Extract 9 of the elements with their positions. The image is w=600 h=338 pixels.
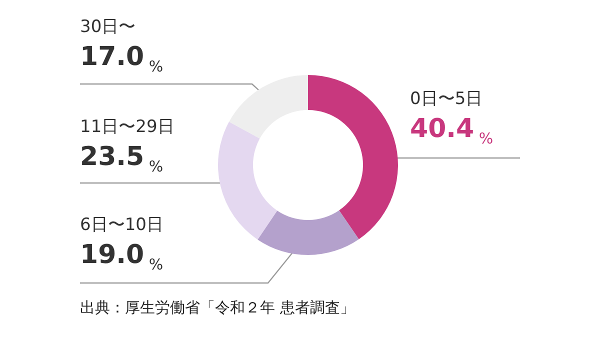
data-label: 17.0% xyxy=(80,42,164,76)
slice-label: 6日〜10日 xyxy=(80,215,164,235)
slice-label: 30日〜 xyxy=(80,17,136,37)
slice-label: 11日〜29日 xyxy=(80,117,174,137)
slice-label: 0日〜5日 xyxy=(410,89,483,109)
source-note: 出典：厚生労働省「令和２年 患者調査」 xyxy=(80,298,355,316)
data-label: 23.5% xyxy=(80,142,164,176)
data-label: 40.4% xyxy=(410,114,494,148)
data-label: 19.0% xyxy=(80,240,164,274)
